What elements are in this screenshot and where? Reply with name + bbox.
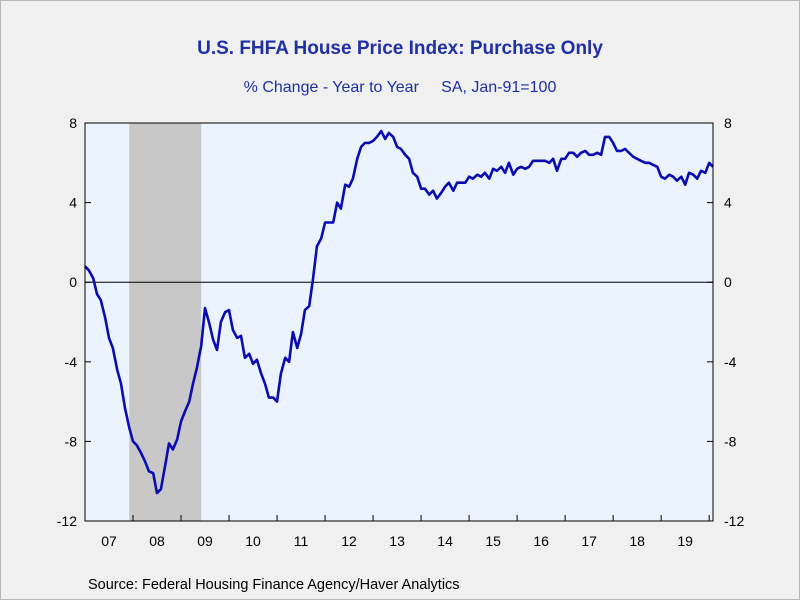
x-tick-label: 08 (149, 533, 165, 549)
x-tick-label: 19 (677, 533, 693, 549)
y-tick-label-right: 8 (724, 115, 732, 131)
x-tick-label: 13 (389, 533, 405, 549)
y-tick-label-left: -4 (65, 354, 78, 370)
y-tick-label-right: -4 (724, 354, 737, 370)
y-tick-label-right: 0 (724, 274, 732, 290)
x-tick-label: 18 (629, 533, 645, 549)
source-note: Source: Federal Housing Finance Agency/H… (88, 577, 460, 593)
plot-border (84, 122, 714, 522)
series-line (84, 129, 714, 495)
x-tick-label: 15 (485, 533, 501, 549)
chart-subtitle: % Change - Year to Year SA, Jan-91=100 (0, 79, 800, 97)
y-tick-label-right: -12 (724, 513, 744, 529)
x-tick-label: 11 (294, 533, 309, 549)
chart-subtitle-note: SA, Jan-91=100 (441, 79, 557, 96)
x-tick-label: 16 (533, 533, 549, 549)
y-tick-label-left: -8 (65, 433, 78, 449)
x-tick-label: 10 (245, 533, 261, 549)
y-tick-label-left: 4 (69, 195, 77, 211)
x-tick-label: 07 (101, 533, 117, 549)
x-tick-label: 09 (197, 533, 213, 549)
y-tick-label-left: 8 (69, 115, 77, 131)
y-tick-label-right: -8 (724, 433, 737, 449)
chart-title: U.S. FHFA House Price Index: Purchase On… (197, 38, 603, 59)
x-tick-label: 14 (437, 533, 453, 549)
x-tick-label: 17 (581, 533, 597, 549)
y-tick-label-left: -12 (57, 513, 77, 529)
series-layer (84, 129, 714, 495)
x-tick-label: 12 (341, 533, 357, 549)
y-tick-label-right: 4 (724, 195, 732, 211)
chart-subtitle-main: % Change - Year to Year (243, 79, 419, 96)
axis-layer: 8 8 4 4 0 0 -4 -4 -8 -8 -12 -12 07 08 09 10 11 12 13 14 15 16… (57, 115, 745, 549)
y-tick-label-left: 0 (69, 274, 77, 290)
